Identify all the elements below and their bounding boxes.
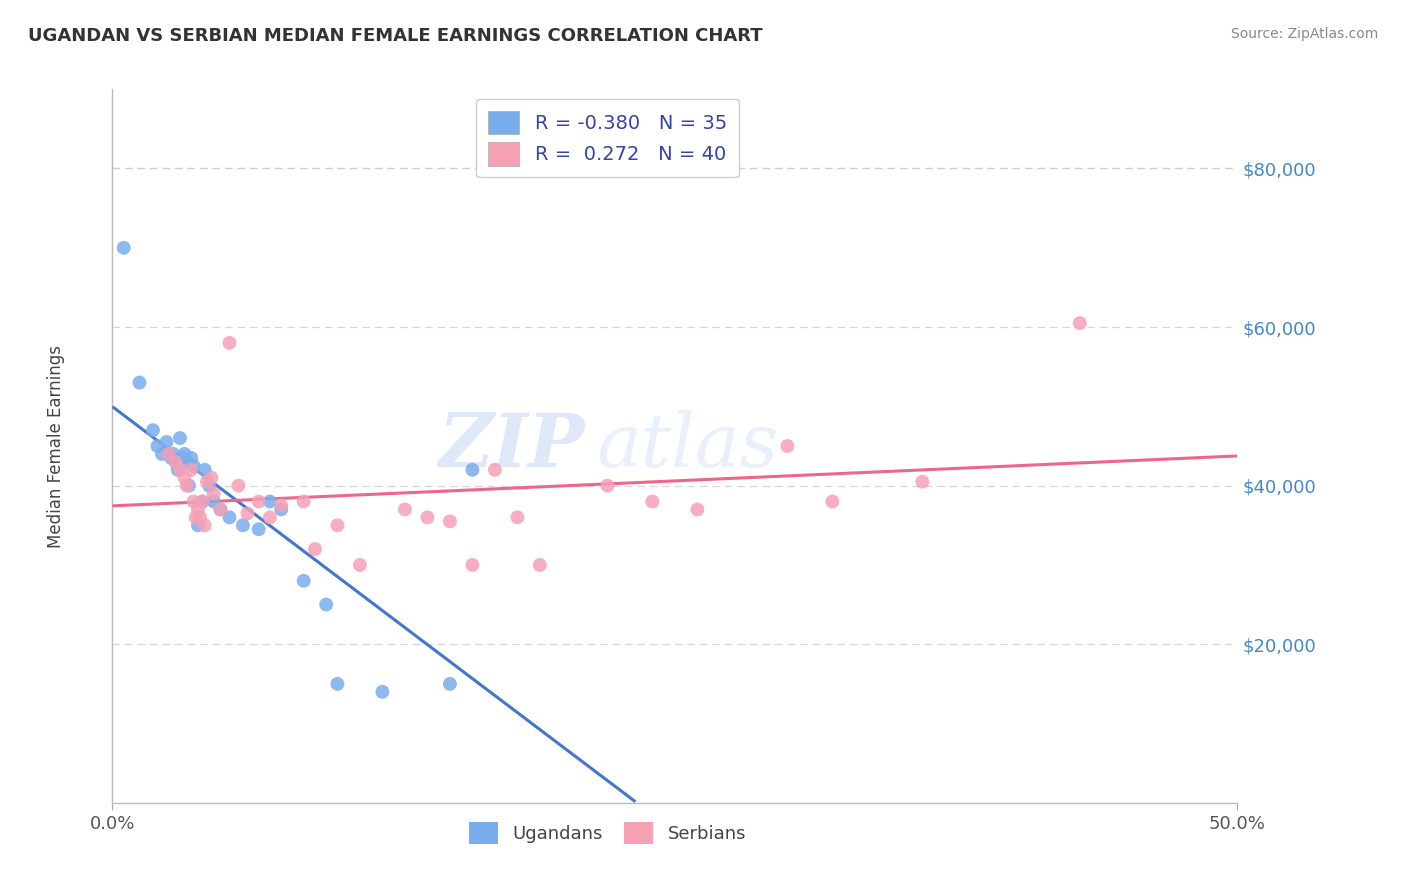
Point (461, 558, 484, 572)
Point (146, 439, 169, 453)
Point (194, 463, 217, 477)
Point (112, 241, 135, 255)
Point (142, 423, 165, 437)
Point (439, 677, 461, 691)
Point (232, 518, 254, 533)
Point (292, 574, 315, 588)
Point (270, 502, 292, 516)
Point (259, 510, 281, 524)
Point (160, 450, 183, 465)
Point (200, 471, 222, 485)
Point (162, 447, 184, 461)
Point (349, 558, 371, 572)
Point (187, 518, 209, 533)
Point (198, 478, 221, 492)
Point (247, 522, 270, 536)
Point (209, 502, 232, 516)
Point (184, 510, 207, 524)
Point (176, 455, 198, 469)
Point (177, 478, 200, 492)
Point (180, 450, 202, 465)
Point (461, 463, 484, 477)
Point (911, 475, 934, 489)
Point (315, 598, 337, 612)
Point (202, 494, 225, 508)
Point (416, 510, 439, 524)
Point (209, 502, 232, 516)
Point (166, 463, 188, 477)
Point (191, 494, 214, 508)
Point (191, 494, 214, 508)
Point (506, 510, 529, 524)
Point (157, 447, 180, 461)
Point (270, 499, 292, 513)
Point (157, 447, 180, 461)
Point (686, 502, 709, 516)
Point (188, 510, 211, 524)
Point (173, 447, 195, 461)
Point (180, 463, 202, 477)
Point (304, 542, 326, 557)
Point (776, 439, 799, 453)
Point (202, 486, 225, 500)
Point (194, 518, 217, 533)
Point (195, 475, 218, 489)
Point (236, 507, 259, 521)
Point (247, 494, 270, 508)
Point (641, 494, 664, 508)
Text: atlas: atlas (596, 409, 779, 483)
Point (821, 494, 844, 508)
Point (439, 514, 461, 528)
Point (259, 494, 281, 508)
Point (292, 494, 315, 508)
Point (596, 478, 619, 492)
Point (165, 455, 187, 469)
Point (218, 335, 240, 350)
Point (165, 455, 187, 469)
Point (187, 502, 209, 516)
Point (176, 478, 198, 492)
Point (228, 478, 250, 492)
Text: UGANDAN VS SERBIAN MEDIAN FEMALE EARNINGS CORRELATION CHART: UGANDAN VS SERBIAN MEDIAN FEMALE EARNING… (28, 27, 762, 45)
Point (394, 502, 416, 516)
Point (183, 494, 205, 508)
Point (155, 435, 177, 450)
Point (172, 450, 194, 465)
Point (326, 677, 349, 691)
Point (484, 463, 506, 477)
Point (169, 431, 191, 445)
Text: ZIP: ZIP (439, 409, 585, 483)
Point (1069, 316, 1091, 330)
Legend: Ugandans, Serbians: Ugandans, Serbians (461, 814, 754, 851)
Point (173, 471, 195, 485)
Point (183, 458, 205, 473)
Text: Source: ZipAtlas.com: Source: ZipAtlas.com (1230, 27, 1378, 41)
Point (128, 376, 150, 390)
Text: Median Female Earnings: Median Female Earnings (48, 344, 65, 548)
Point (169, 463, 191, 477)
Point (371, 685, 394, 699)
Point (326, 518, 349, 533)
Point (218, 510, 240, 524)
Point (529, 558, 551, 572)
Point (150, 447, 173, 461)
